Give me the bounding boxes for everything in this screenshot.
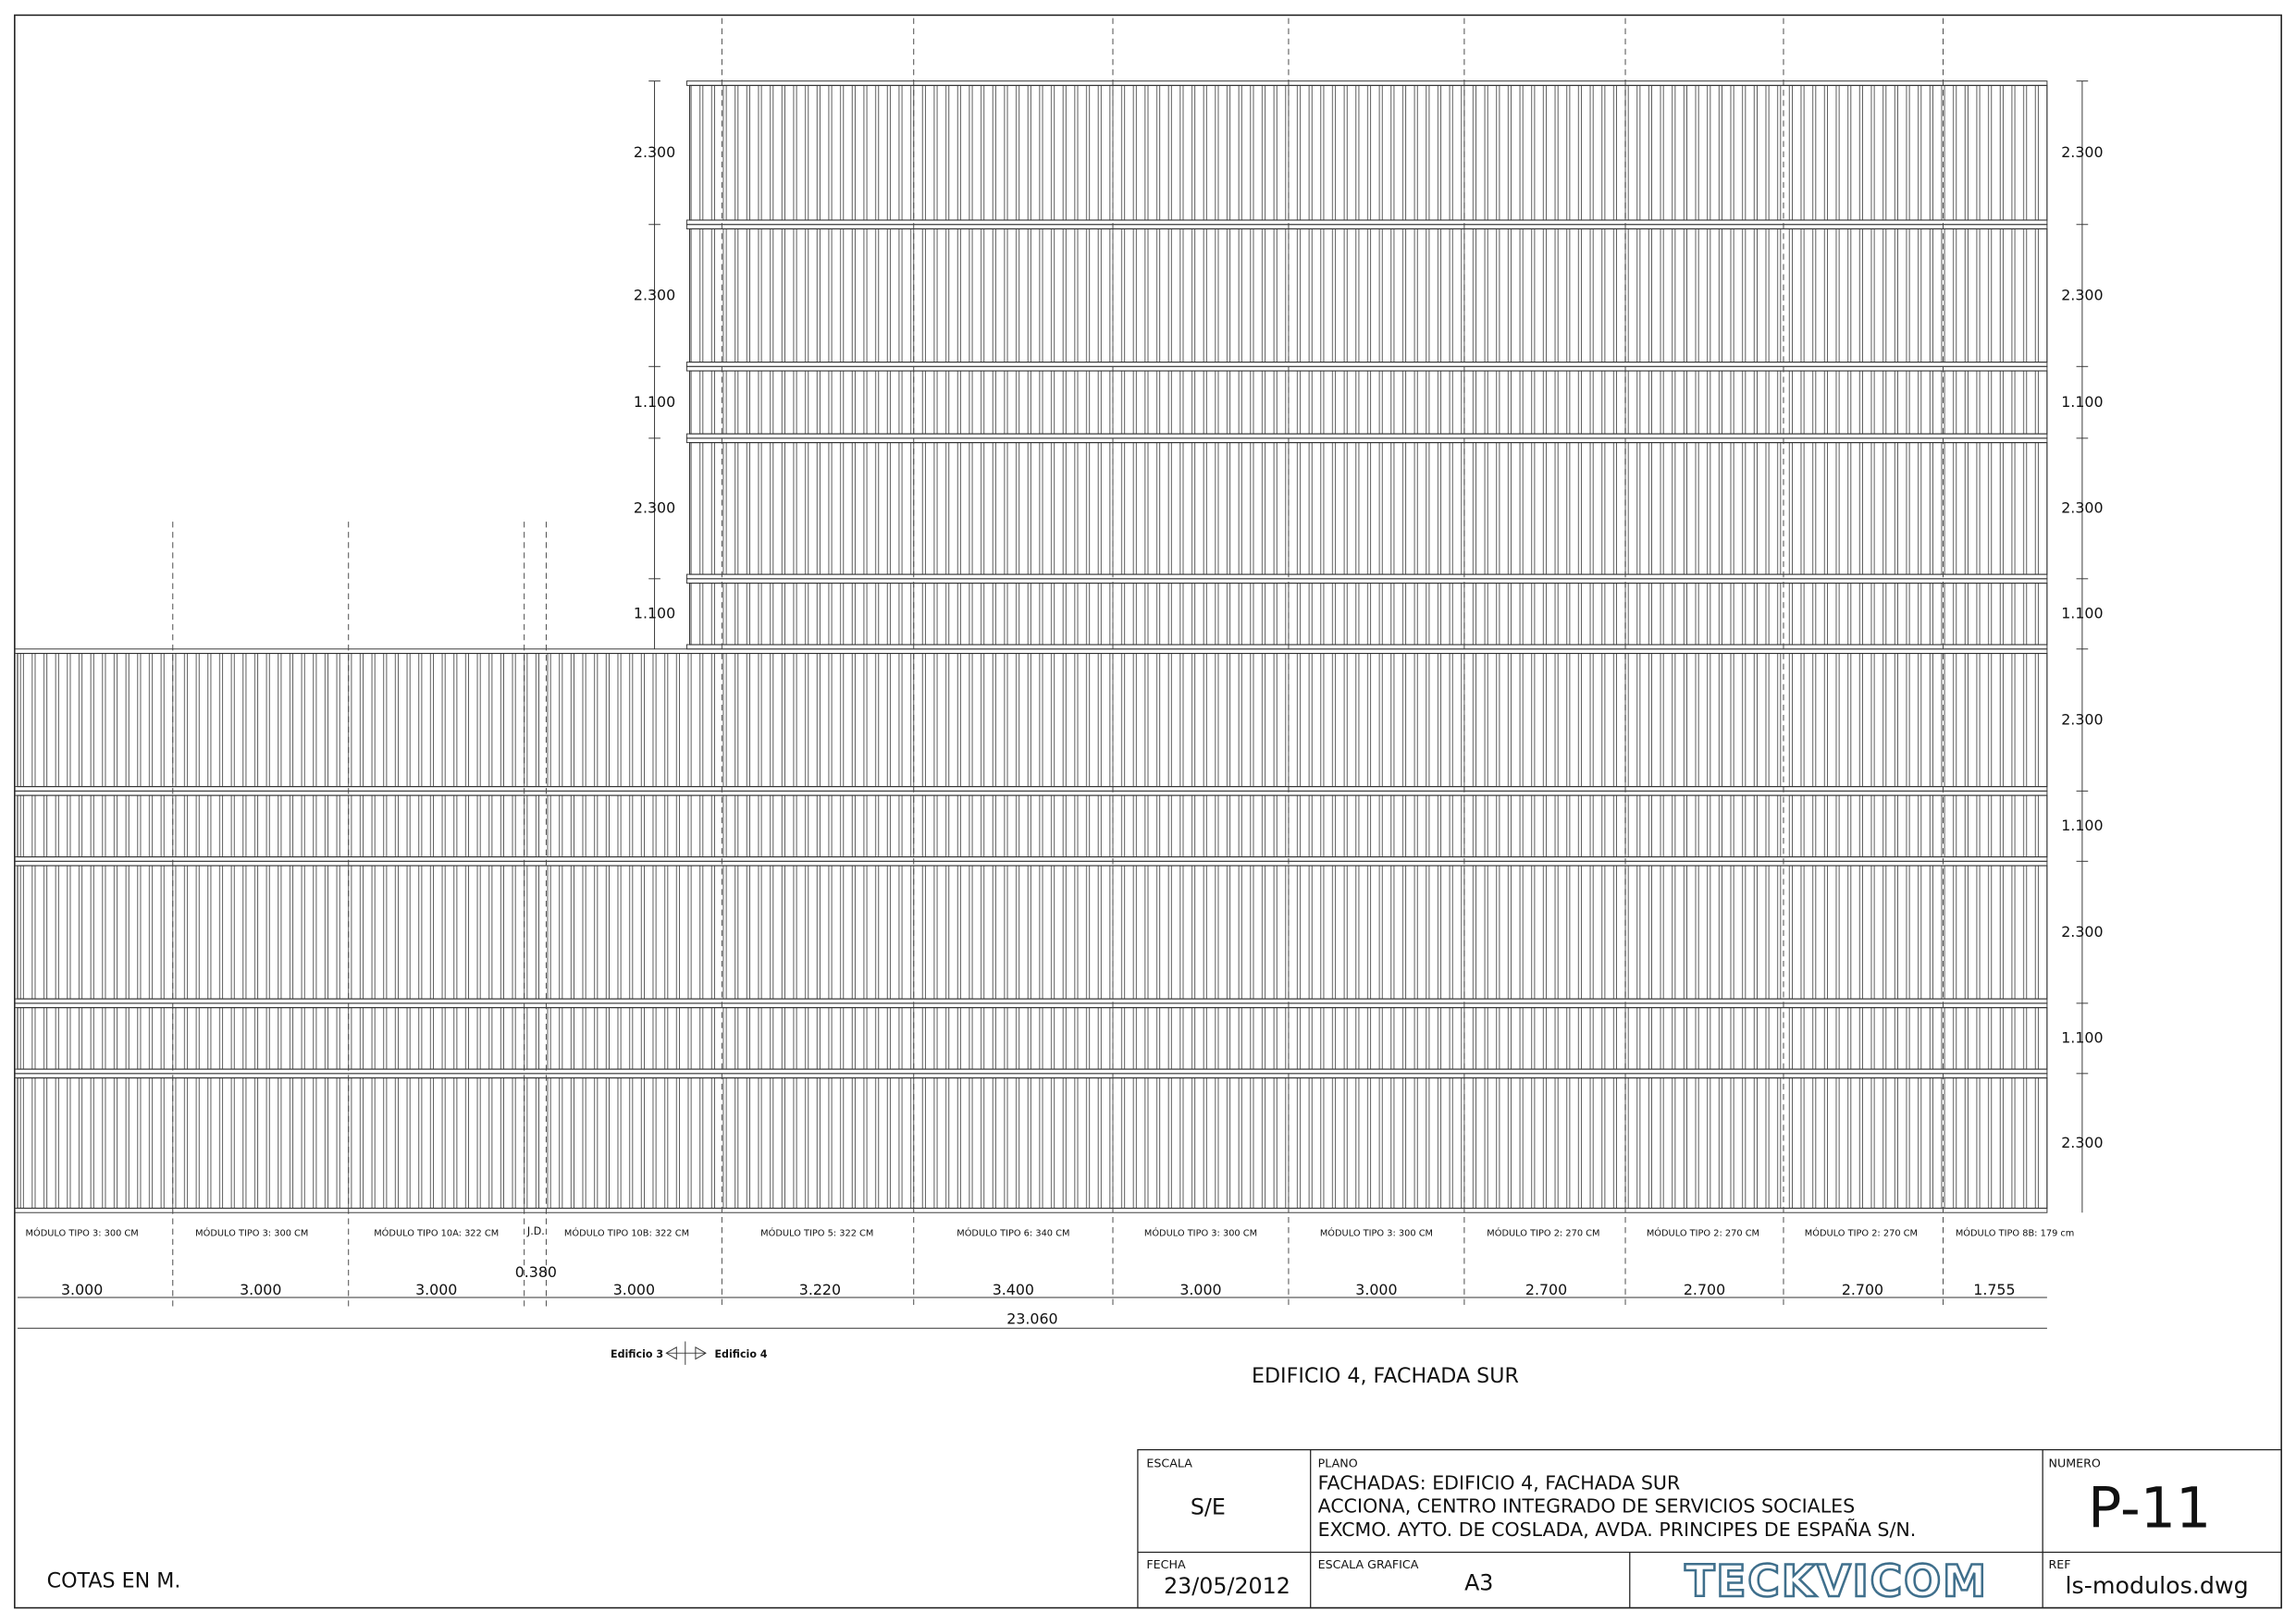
module-label: MÓDULO TIPO 6: 340 CM [957,1227,1069,1239]
band-rail [685,224,2048,229]
height-label: 2.300 [2061,710,2103,728]
facade-band [17,1007,2048,1070]
field-value: ls-modulos.dwg [2066,1571,2249,1599]
width-label: 1.755 [1973,1281,2015,1298]
field-label: FECHA [1146,1557,1186,1571]
width-label: 3.000 [1355,1281,1397,1298]
height-label: 2.300 [2061,1134,2103,1151]
band-rail [685,437,2048,444]
field-label: REF [2048,1557,2070,1571]
facade-band [17,1077,2048,1210]
height-label: 1.100 [2061,393,2103,411]
module-label: MÓDULO TIPO 2: 270 CM [1805,1227,1918,1239]
height-label: 2.300 [634,499,675,517]
field-value: 23/05/2012 [1164,1573,1290,1599]
width-label: 3.000 [240,1281,281,1298]
module-label: MÓDULO TIPO 3: 300 CM [1144,1227,1257,1239]
band-rail [14,1002,2048,1009]
field-label: NUMERO [2048,1457,2100,1470]
height-label: 2.300 [2061,143,2103,161]
overall-dimension: 23.060 [1006,1310,1057,1328]
band-rail [14,998,2048,1004]
module-label: MÓDULO TIPO 3: 300 CM [1320,1227,1433,1239]
width-label: 2.700 [1842,1281,1883,1298]
band-rail [14,790,2048,796]
gap-dimension: 0.380 [515,1263,557,1281]
band-rail [685,573,2048,580]
facade-band [17,865,2048,1000]
field-label: ESCALA [1146,1457,1192,1470]
facade-band [688,583,2048,646]
height-label: 1.100 [2061,1029,2103,1047]
facade-band [688,442,2048,575]
facade-band [688,84,2048,221]
width-label: 3.000 [415,1281,457,1298]
module-label: MÓDULO TIPO 10A: 322 CM [374,1227,499,1239]
band-rail [685,219,2048,226]
facade [14,18,2048,1307]
plano-line: ACCIONA, CENTRO INTEGRADO DE SERVICIOS S… [1318,1495,1856,1518]
width-label: 3.400 [993,1281,1034,1298]
band-rail [14,786,2048,792]
building-label: Edificio 4 [714,1348,767,1360]
band-rail [685,644,2048,650]
module-label: MÓDULO TIPO 10B: 322 CM [564,1227,689,1239]
band-rail [685,362,2048,367]
width-label: 2.700 [1684,1281,1725,1298]
field-value: S/E [1191,1494,1226,1519]
building-label: Edificio 3 [611,1348,663,1360]
height-label: 2.300 [634,143,675,161]
band-rail [14,1068,2048,1075]
band-rail [14,860,2048,867]
facade-band [17,652,2048,788]
band-rail [685,578,2048,584]
band-rail [14,1207,2048,1213]
height-label: 2.300 [2061,286,2103,303]
drawing-title: EDIFICIO 4, FACHADA SUR [1252,1364,1519,1388]
band-rail [685,365,2048,372]
height-label: 2.300 [2061,923,2103,941]
width-label: 3.220 [799,1281,841,1298]
width-label: 2.700 [1525,1281,1567,1298]
module-label: MÓDULO TIPO 3: 300 CM [195,1227,308,1239]
band-rail [685,80,2048,86]
module-label: MÓDULO TIPO 5: 322 CM [760,1227,873,1239]
height-label: 1.100 [2061,817,2103,834]
height-label: 2.300 [634,286,675,303]
plano-line: FACHADAS: EDIFICIO 4, FACHADA SUR [1318,1471,1681,1494]
joint-label: J.D. [526,1225,545,1237]
module-label: MÓDULO TIPO 2: 270 CM [1647,1227,1759,1239]
width-label: 3.000 [61,1281,103,1298]
module-label: MÓDULO TIPO 2: 270 CM [1487,1227,1599,1239]
module-label: MÓDULO TIPO 8B: 179 cm [1956,1227,2075,1239]
plano-line: EXCMO. AYTO. DE COSLADA, AVDA. PRINCIPES… [1318,1517,1917,1541]
band-rail [14,1073,2048,1079]
facade-band [17,794,2048,858]
facade-band [688,370,2048,435]
width-label: 3.000 [613,1281,655,1298]
dimensions: 23.060 0.380 J.D. Edificio 3 Edificio 4 … [17,80,2104,1388]
band-rail [14,856,2048,862]
facade-band [688,227,2048,363]
field-value: A3 [1464,1570,1493,1596]
field-label: ESCALA GRAFICA [1318,1557,1419,1571]
arrow-heads [665,1346,707,1360]
sheet-number: P-11 [2088,1477,2211,1542]
title-block [1137,1449,2282,1609]
title-block-frame [1137,1449,2282,1609]
height-label: 1.100 [2061,605,2103,622]
height-label: 1.100 [634,605,675,622]
band-rail [14,648,2048,655]
module-label: MÓDULO TIPO 3: 300 CM [26,1227,139,1239]
field-label: PLANO [1318,1457,1358,1470]
logo: TECKVICOM [1685,1556,1988,1607]
width-label: 3.000 [1179,1281,1221,1298]
height-label: 1.100 [634,393,675,411]
band-rail [685,433,2048,439]
height-label: 2.300 [2061,499,2103,517]
units-note: COTAS EN M. [47,1568,181,1592]
